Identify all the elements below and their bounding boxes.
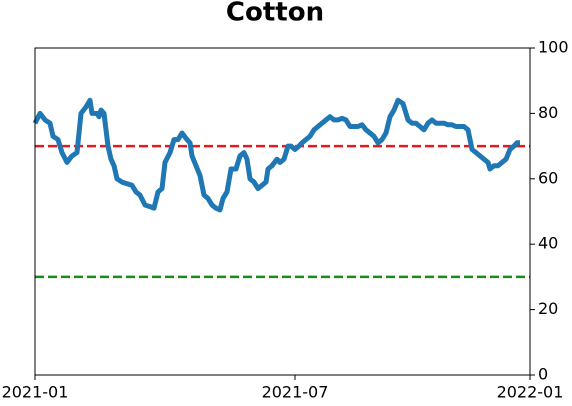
data-line — [32, 97, 520, 213]
y-tick-label: 40 — [538, 234, 558, 253]
chart-title: Cotton — [226, 0, 324, 28]
y-tick-label: 20 — [538, 299, 558, 318]
plot-frame — [34, 47, 531, 376]
y-tick-label: 60 — [538, 168, 558, 187]
x-tick-label: 2021-07 — [262, 383, 329, 402]
y-tick-label: 100 — [538, 38, 569, 57]
x-tick-label: 2021-01 — [2, 383, 69, 402]
y-tick-label: 80 — [538, 103, 558, 122]
x-tick-label: 2022-01 — [497, 383, 564, 402]
y-tick-label: 0 — [538, 365, 548, 384]
